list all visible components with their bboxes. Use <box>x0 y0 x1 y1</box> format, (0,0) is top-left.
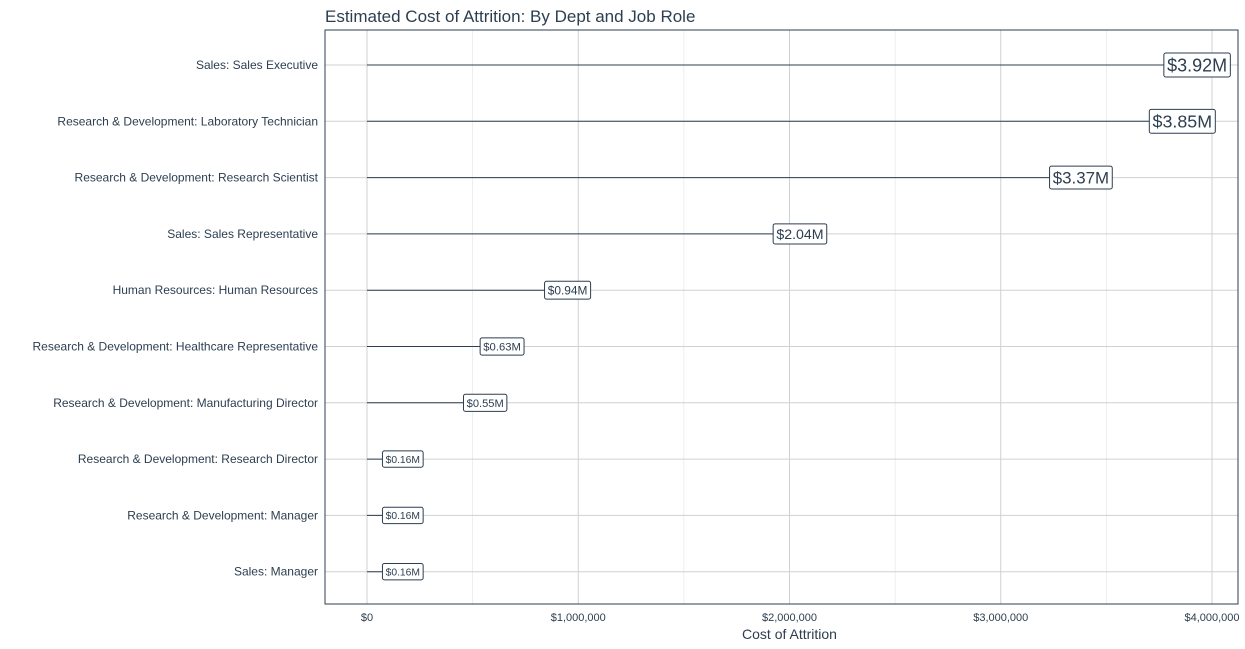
data-label-box <box>381 506 424 525</box>
data-label-box <box>381 450 424 468</box>
data-label: $0.63M <box>483 342 521 354</box>
x-axis-labels: $0 $1,000,000 $2,000,000 $3,000,000 $4,000,0… <box>361 612 1240 624</box>
data-label-box <box>381 563 424 581</box>
grid-lines <box>325 30 1238 604</box>
x-tick-label: $0 <box>361 612 373 624</box>
y-tick-label: Research & Development: Healthcare Repre… <box>33 340 319 354</box>
y-tick-label: Sales: Sales Representative <box>167 227 318 241</box>
plot-border <box>324 29 1239 605</box>
x-tick-label: $4,000,000 <box>1184 612 1239 624</box>
data-label-box <box>772 223 828 245</box>
y-tick-label: Sales: Sales Executive <box>196 58 318 72</box>
data-label-box <box>544 280 592 300</box>
data-label-box <box>1163 52 1231 78</box>
data-label-box <box>1148 108 1216 134</box>
data-label: $3.85M <box>1153 112 1213 132</box>
data-label: $3.92M <box>1167 55 1227 75</box>
data-label-box <box>463 393 508 412</box>
x-tick-label: $1,000,000 <box>551 612 606 624</box>
data-label: $0.55M <box>467 398 504 410</box>
y-axis-labels: Sales: Sales Executive Research & Develop… <box>33 58 319 579</box>
y-tick-label: Sales: Manager <box>234 565 318 579</box>
x-axis-title: Cost of Attrition <box>742 626 837 642</box>
x-tick-label: $3,000,000 <box>973 612 1028 624</box>
y-tick-label: Research & Development: Manufacturing Di… <box>53 396 318 410</box>
data-label: $0.16M <box>386 455 420 466</box>
y-tick-label: Research & Development: Research Directo… <box>78 452 318 466</box>
y-tick-label: Research & Development: Research Scienti… <box>75 171 319 185</box>
y-tick-label: Human Resources: Human Resources <box>113 283 318 297</box>
data-label: $0.94M <box>548 283 588 297</box>
data-label-box <box>479 337 525 356</box>
chart-title: Estimated Cost of Attrition: By Dept and… <box>325 7 696 26</box>
data-label-box <box>1049 165 1113 190</box>
data-label: $3.37M <box>1053 169 1109 188</box>
data-label: $0.16M <box>386 511 420 522</box>
data-marks: $3.92M $3.85M $3.37M $2.04M $0.94M $0.63M $0.5… <box>367 52 1231 581</box>
y-tick-label: Research & Development: Laboratory Techn… <box>57 114 318 128</box>
data-label: $2.04M <box>776 227 823 243</box>
data-label: $0.16M <box>386 567 420 578</box>
y-tick-label: Research & Development: Manager <box>127 508 318 522</box>
x-tick-label: $2,000,000 <box>762 612 817 624</box>
